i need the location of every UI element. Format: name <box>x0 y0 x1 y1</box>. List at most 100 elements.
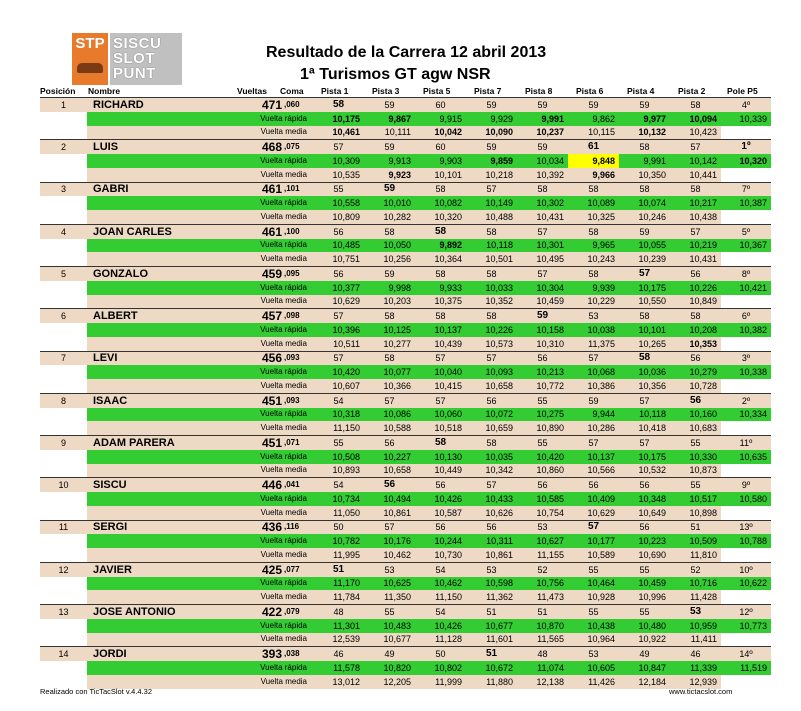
avg-lap-cell: 10,659 <box>466 421 517 436</box>
avg-lap-cell: 10,532 <box>619 463 670 478</box>
avg-lap-cell: 10,392 <box>517 167 568 182</box>
spacer-cell <box>40 661 87 675</box>
pista-laps-cell: 57 <box>313 350 364 366</box>
result-row: 1 RICHARD 471,060 58 59 60 59 59 59 59 58 4º <box>40 96 771 112</box>
avg-lap-cell: 10,256 <box>364 252 415 267</box>
fast-lap-cell: 10,175 <box>619 280 670 295</box>
pista-laps-cell: 54 <box>415 561 466 577</box>
avg-lap-cell: 11,880 <box>466 674 517 689</box>
driver-name: ISAAC <box>87 392 232 408</box>
pista-laps-cell: 59 <box>517 308 568 323</box>
avg-lap-cell: 11,565 <box>517 632 568 647</box>
fast-lap-label: Vuelta rápida <box>87 111 313 126</box>
avg-lap-label: Vuelta media <box>87 125 313 140</box>
fast-lap-cell: 10,226 <box>670 280 721 295</box>
coma-cell: ,060 <box>282 96 313 112</box>
pista-laps-cell: 58 <box>415 265 466 281</box>
avg-lap-cell: 12,138 <box>517 674 568 689</box>
fast-lap-cell: 10,517 <box>670 492 721 506</box>
fast-lap-row: Vuelta rápida 10,175 9,867 9,915 9,929 9,991 9… <box>40 111 771 126</box>
avg-lap-cell: 10,809 <box>313 210 364 225</box>
fast-lap-cell: 10,585 <box>517 492 568 506</box>
spacer-cell <box>40 323 87 337</box>
position-cell: 7 <box>40 350 87 366</box>
avg-lap-row: Vuelta media 10,751 10,256 10,364 10,501 10,4… <box>40 252 771 267</box>
fast-lap-pole-cell: 10,338 <box>721 365 771 379</box>
pista-laps-cell: 56 <box>517 350 568 366</box>
fast-lap-cell: 10,118 <box>619 407 670 422</box>
header-pista: Pista 6 <box>576 86 604 96</box>
car-icon <box>77 63 103 73</box>
pista-laps-cell: 48 <box>517 646 568 661</box>
result-row: 10 SISCU 446,041 54 56 56 57 56 56 56 55 9º <box>40 477 771 492</box>
driver-name: LEVI <box>87 350 232 366</box>
avg-lap-cell: 10,626 <box>466 505 517 520</box>
pista-laps-cell: 54 <box>313 477 364 492</box>
pista-laps-cell: 59 <box>466 139 517 154</box>
pista-laps-cell: 49 <box>364 646 415 661</box>
coma-cell: ,071 <box>282 434 313 450</box>
fast-lap-cell: 10,093 <box>466 365 517 379</box>
pole-cell: 13º <box>721 519 771 535</box>
avg-lap-label: Vuelta media <box>87 252 313 267</box>
pista-laps-cell: 56 <box>670 392 721 408</box>
fast-lap-cell: 10,213 <box>517 365 568 379</box>
pista-laps-cell: 57 <box>568 434 619 450</box>
avg-lap-cell: 10,386 <box>568 379 619 394</box>
fast-lap-pole-cell: 10,387 <box>721 196 771 210</box>
header-pista: Pista 2 <box>678 86 706 96</box>
pista-laps-cell: 52 <box>517 561 568 577</box>
position-cell: 10 <box>40 477 87 492</box>
avg-lap-cell: 10,893 <box>313 463 364 478</box>
pista-laps-cell: 51 <box>517 603 568 619</box>
coma-cell: ,100 <box>282 223 313 239</box>
spacer-cell <box>40 632 87 647</box>
footer-website-link[interactable]: www.tictacslot.com <box>669 687 733 696</box>
avg-lap-cell: 10,310 <box>517 336 568 351</box>
fast-lap-label: Vuelta rápida <box>87 365 313 379</box>
avg-lap-cell: 10,431 <box>670 252 721 267</box>
laps-cell: 451 <box>232 434 282 450</box>
pista-laps-cell: 58 <box>619 181 670 197</box>
position-cell: 3 <box>40 181 87 197</box>
fast-lap-cell: 10,377 <box>313 280 364 295</box>
fast-lap-cell: 10,782 <box>313 534 364 548</box>
pista-laps-cell: 53 <box>466 561 517 577</box>
fast-lap-cell: 9,991 <box>619 154 670 168</box>
pista-laps-cell: 55 <box>568 603 619 619</box>
fast-lap-pole-cell: 10,339 <box>721 111 771 126</box>
driver-name: SERGI <box>87 519 232 535</box>
fast-lap-row: Vuelta rápida 10,420 10,077 10,040 10,093 10,… <box>40 365 771 379</box>
avg-lap-cell: 10,649 <box>619 505 670 520</box>
fast-lap-label: Vuelta rápida <box>87 661 313 675</box>
avg-lap-cell: 10,772 <box>517 379 568 394</box>
pole-cell: 12º <box>721 603 771 619</box>
avg-lap-cell: 10,418 <box>619 421 670 436</box>
avg-lap-label: Vuelta media <box>87 463 313 478</box>
spacer-cell <box>40 548 87 563</box>
fast-lap-row: Vuelta rápida 10,377 9,998 9,933 10,033 10,30… <box>40 280 771 295</box>
avg-lap-cell: 12,205 <box>364 674 415 689</box>
pista-laps-cell: 52 <box>670 561 721 577</box>
pista-laps-cell: 56 <box>466 519 517 535</box>
avg-lap-cell: 10,423 <box>670 125 721 140</box>
header-pole: Pole P5 <box>727 86 758 96</box>
avg-lap-cell: 10,860 <box>517 463 568 478</box>
pista-laps-cell: 58 <box>415 181 466 197</box>
pista-laps-cell: 55 <box>517 434 568 450</box>
pista-laps-cell: 56 <box>313 223 364 239</box>
fast-lap-cell: 9,859 <box>466 154 517 168</box>
avg-lap-cell: 11,050 <box>313 505 364 520</box>
fast-lap-cell: 9,939 <box>568 280 619 295</box>
avg-lap-label: Vuelta media <box>87 294 313 309</box>
position-cell: 6 <box>40 308 87 323</box>
avg-lap-cell: 11,810 <box>670 548 721 563</box>
pista-laps-cell: 55 <box>670 434 721 450</box>
avg-lap-cell: 10,573 <box>466 336 517 351</box>
pista-laps-cell: 60 <box>415 139 466 154</box>
avg-lap-cell: 11,150 <box>415 590 466 605</box>
pista-laps-cell: 54 <box>415 603 466 619</box>
fast-lap-cell: 9,944 <box>568 407 619 422</box>
result-row: 9 ADAM PARERA 451,071 55 56 58 58 55 57 57 55 11º <box>40 434 771 450</box>
pista-laps-cell: 55 <box>568 561 619 577</box>
